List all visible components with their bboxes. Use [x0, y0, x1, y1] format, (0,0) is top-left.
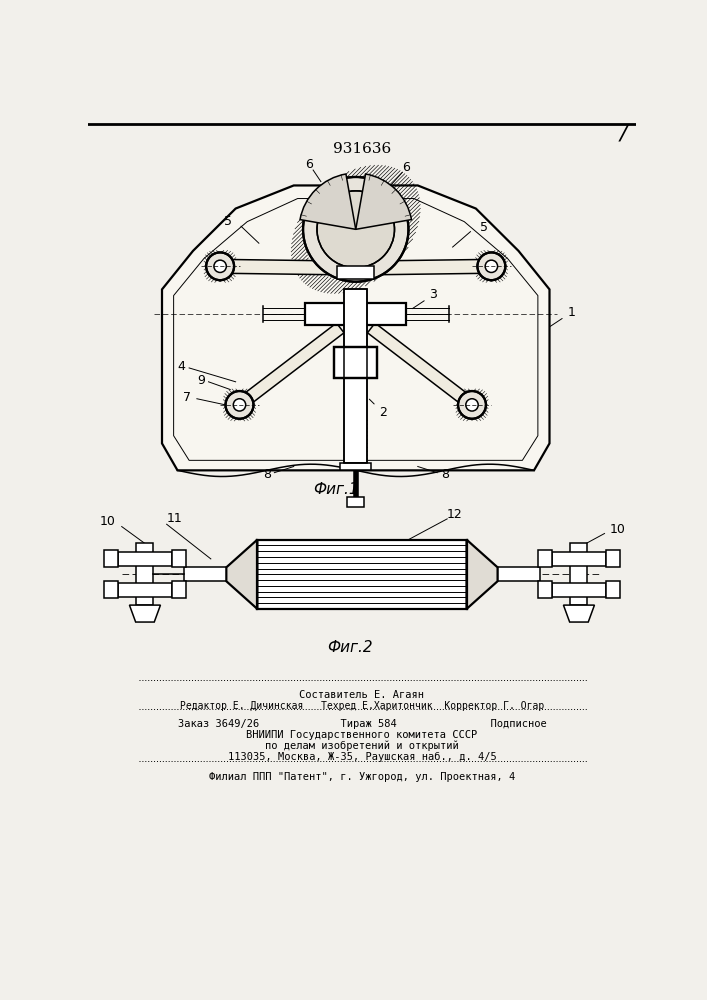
Text: 10: 10: [100, 515, 116, 528]
Bar: [344, 289, 368, 463]
Text: 3: 3: [412, 288, 437, 309]
Bar: [172, 550, 186, 567]
Circle shape: [303, 177, 409, 282]
Bar: [118, 552, 172, 566]
Bar: [337, 266, 374, 279]
Text: Редактор Е. Дичинская   Техред Е.Харитончик  Корректор Г. Огар: Редактор Е. Дичинская Техред Е.Харитончи…: [180, 701, 544, 711]
Text: 10: 10: [609, 523, 626, 536]
Bar: [347, 497, 364, 507]
Circle shape: [466, 399, 478, 411]
Circle shape: [477, 252, 506, 280]
Bar: [172, 581, 186, 598]
Bar: [538, 550, 552, 567]
Bar: [538, 581, 552, 598]
Text: 9: 9: [197, 374, 205, 387]
Bar: [104, 550, 118, 567]
Polygon shape: [220, 259, 337, 275]
Polygon shape: [226, 540, 257, 609]
Circle shape: [226, 391, 253, 419]
Bar: [571, 543, 588, 605]
Text: Фиг.2: Фиг.2: [327, 640, 373, 655]
Circle shape: [458, 391, 486, 419]
Bar: [340, 463, 371, 470]
Bar: [257, 540, 467, 609]
Bar: [498, 567, 540, 581]
Text: 8: 8: [441, 468, 449, 481]
Bar: [552, 552, 606, 566]
Text: Составитель Е. Агаян: Составитель Е. Агаян: [300, 690, 424, 700]
Text: 6: 6: [305, 158, 313, 171]
Polygon shape: [375, 259, 491, 275]
Bar: [104, 581, 118, 598]
Bar: [136, 543, 153, 605]
Text: Филиал ППП "Патент", г. Ужгород, ул. Проектная, 4: Филиал ППП "Патент", г. Ужгород, ул. Про…: [209, 772, 515, 782]
Polygon shape: [235, 323, 344, 410]
Text: Заказ 3649/26             Тираж 584               Подписное: Заказ 3649/26 Тираж 584 Подписное: [177, 719, 547, 729]
Text: 7: 7: [183, 391, 191, 404]
Circle shape: [485, 260, 498, 272]
Bar: [334, 347, 377, 378]
Text: 1: 1: [550, 306, 575, 326]
Text: ВНИИПИ Государственного комитета СССР: ВНИИПИ Государственного комитета СССР: [246, 730, 477, 740]
Bar: [305, 303, 406, 325]
Text: 5: 5: [479, 221, 488, 234]
Circle shape: [233, 399, 246, 411]
Polygon shape: [563, 605, 595, 622]
Bar: [118, 583, 172, 597]
Bar: [344, 289, 368, 463]
Wedge shape: [356, 174, 411, 229]
Text: 4: 4: [177, 360, 185, 373]
Text: 11: 11: [167, 512, 182, 525]
Bar: [334, 347, 377, 378]
Polygon shape: [162, 185, 549, 470]
Text: по делам изобретений и открытий: по делам изобретений и открытий: [265, 741, 459, 751]
Circle shape: [206, 252, 234, 280]
Wedge shape: [300, 174, 356, 229]
Polygon shape: [129, 605, 160, 622]
Polygon shape: [467, 540, 498, 609]
Text: 113035, Москва, Ж-35, Раушская наб., д. 4/5: 113035, Москва, Ж-35, Раушская наб., д. …: [228, 751, 496, 762]
Text: 931636: 931636: [333, 142, 391, 156]
Polygon shape: [368, 323, 476, 410]
Circle shape: [317, 191, 395, 268]
Bar: [184, 567, 226, 581]
Text: /: /: [619, 124, 627, 144]
Bar: [606, 550, 620, 567]
Text: Фиг.1: Фиг.1: [314, 482, 359, 497]
Text: 5: 5: [224, 215, 232, 228]
Bar: [606, 581, 620, 598]
Text: 2: 2: [369, 399, 387, 419]
Text: 12: 12: [447, 508, 463, 521]
Text: 6: 6: [402, 161, 410, 174]
Bar: [552, 583, 606, 597]
Circle shape: [214, 260, 226, 272]
Text: 8: 8: [262, 468, 271, 481]
